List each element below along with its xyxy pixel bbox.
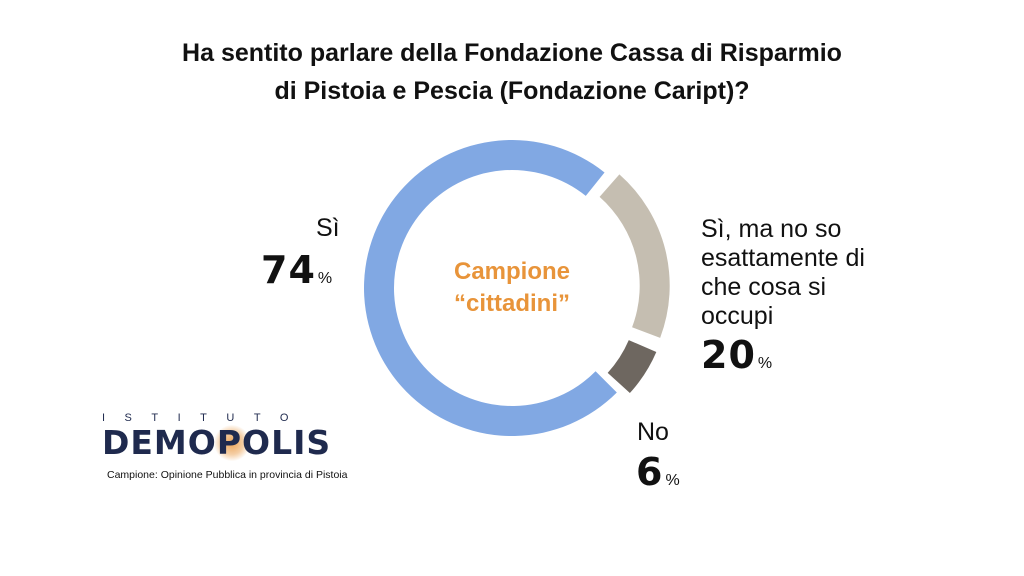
label-no-value: 6%: [636, 450, 680, 494]
label-parziale-line-3: che cosa si: [701, 273, 827, 301]
label-parziale-name: Sì, ma no so esattamente di che cosa si …: [701, 215, 865, 331]
footnote: Campione: Opinione Pubblica in provincia…: [107, 469, 348, 481]
label-no-number: 6: [636, 450, 664, 494]
logo-top-text: ISTITUTO: [102, 412, 308, 424]
label-parziale-unit: %: [757, 355, 773, 372]
label-parziale-line-1: Sì, ma no so: [701, 215, 842, 243]
label-no-name: No: [637, 418, 669, 446]
slice-no: [607, 340, 657, 394]
label-si-unit: %: [317, 270, 333, 287]
slice-parziale: [599, 174, 670, 338]
center-label-line-2: “cittadini”: [453, 290, 570, 317]
center-label-line-1: Campione: [453, 258, 570, 285]
label-no-unit: %: [665, 472, 680, 489]
chart-title-line-1: Ha sentito parlare della Fondazione Cass…: [182, 39, 842, 67]
slice-si: [363, 140, 617, 437]
demopolis-logo: ISTITUTO DEMOPOLIS: [102, 412, 366, 462]
label-si-name: Sì: [316, 214, 340, 242]
logo-sun-icon: [214, 425, 250, 461]
label-parziale-value: 20%: [701, 333, 772, 377]
label-parziale-line-2: esattamente di: [701, 244, 865, 272]
label-parziale-number: 20: [701, 333, 756, 377]
label-si-number: 74: [261, 248, 316, 292]
logo-main: DEMOPOLIS: [102, 424, 366, 462]
label-si-value: 74%: [261, 248, 332, 292]
chart-title: Ha sentito parlare della Fondazione Cass…: [0, 34, 1024, 110]
chart-title-line-2: di Pistoia e Pescia (Fondazione Caript)?: [274, 77, 750, 105]
logo-wordmark: DEMOPOLIS: [102, 423, 332, 462]
label-parziale-line-4: occupi: [701, 302, 774, 330]
